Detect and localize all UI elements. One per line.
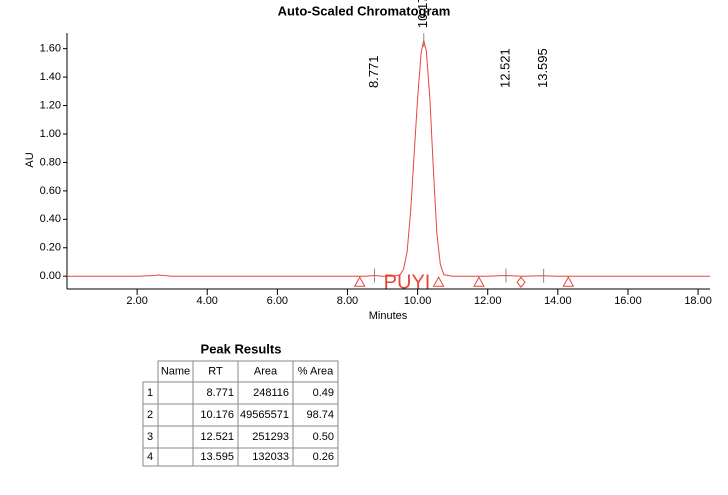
table-header: Name bbox=[161, 365, 190, 377]
table-cell-text: 0.49 bbox=[313, 387, 334, 399]
chromatogram-line bbox=[67, 39, 710, 277]
y-tick-label: 0.20 bbox=[40, 242, 61, 254]
peak-label: 10.176 bbox=[415, 0, 430, 28]
event-mark bbox=[353, 276, 366, 287]
table-cell-text: 0.26 bbox=[313, 451, 334, 463]
x-tick-label: 12.00 bbox=[474, 295, 502, 307]
event-mark bbox=[432, 276, 445, 287]
table-cell-text: 10.176 bbox=[200, 409, 234, 421]
table-cell-text: 251293 bbox=[252, 431, 289, 443]
y-tick-label: 1.20 bbox=[40, 99, 61, 111]
x-tick-label: 16.00 bbox=[614, 295, 642, 307]
table-header: RT bbox=[208, 365, 223, 377]
chart-title: Auto-Scaled Chromatogram bbox=[278, 3, 451, 18]
peak-label: 8.771 bbox=[366, 55, 381, 88]
x-tick-label: 10.00 bbox=[404, 295, 432, 307]
table-cell-text: 132033 bbox=[252, 451, 289, 463]
y-tick-label: 0.00 bbox=[40, 270, 61, 282]
table-cell-text: 49565571 bbox=[240, 409, 289, 421]
table-cell-text: 8.771 bbox=[206, 387, 234, 399]
table-cell-text: 13.595 bbox=[200, 451, 234, 463]
table-cell-text: 3 bbox=[147, 431, 153, 443]
table-cell-text: 0.50 bbox=[313, 431, 334, 443]
event-mark bbox=[473, 276, 485, 287]
table-title: Peak Results bbox=[201, 341, 282, 356]
event-mark bbox=[516, 276, 526, 289]
y-tick-label: 1.40 bbox=[40, 71, 61, 83]
y-axis-label: AU bbox=[24, 152, 36, 167]
table-cell bbox=[292, 447, 339, 467]
y-tick-label: 0.80 bbox=[40, 156, 61, 168]
x-tick-label: 8.00 bbox=[337, 295, 358, 307]
x-tick-label: 4.00 bbox=[197, 295, 218, 307]
y-tick-label: 1.00 bbox=[40, 128, 61, 140]
table: Name RT Area % Area 1 8.771 248116 0.49 2 10.176 4… bbox=[142, 360, 339, 467]
peak-label: 12.521 bbox=[497, 48, 512, 88]
table-header: Area bbox=[254, 365, 278, 377]
y-tick-label: 0.60 bbox=[40, 185, 61, 197]
table-cell-text: 4 bbox=[147, 451, 153, 463]
table-header: % Area bbox=[298, 365, 334, 377]
y-tick-label: 0.40 bbox=[40, 213, 61, 225]
table-cell-text: 248116 bbox=[253, 387, 289, 399]
table-cell-text: 98.74 bbox=[306, 409, 334, 421]
x-tick-label: 6.00 bbox=[267, 295, 288, 307]
table-cell-text: 1 bbox=[147, 387, 153, 399]
x-tick-label: 2.00 bbox=[126, 295, 147, 307]
x-axis-label: Minutes bbox=[369, 310, 408, 322]
table-cell-text: 12.521 bbox=[200, 431, 234, 443]
x-tick-label: 14.00 bbox=[544, 295, 572, 307]
watermark: PUYI bbox=[384, 271, 431, 293]
x-tick-label: 18.00 bbox=[684, 295, 712, 307]
event-mark bbox=[562, 276, 575, 287]
y-tick-label: 1.60 bbox=[40, 43, 61, 55]
table-cell-text: 2 bbox=[147, 409, 153, 421]
peak-label: 13.595 bbox=[535, 48, 550, 88]
